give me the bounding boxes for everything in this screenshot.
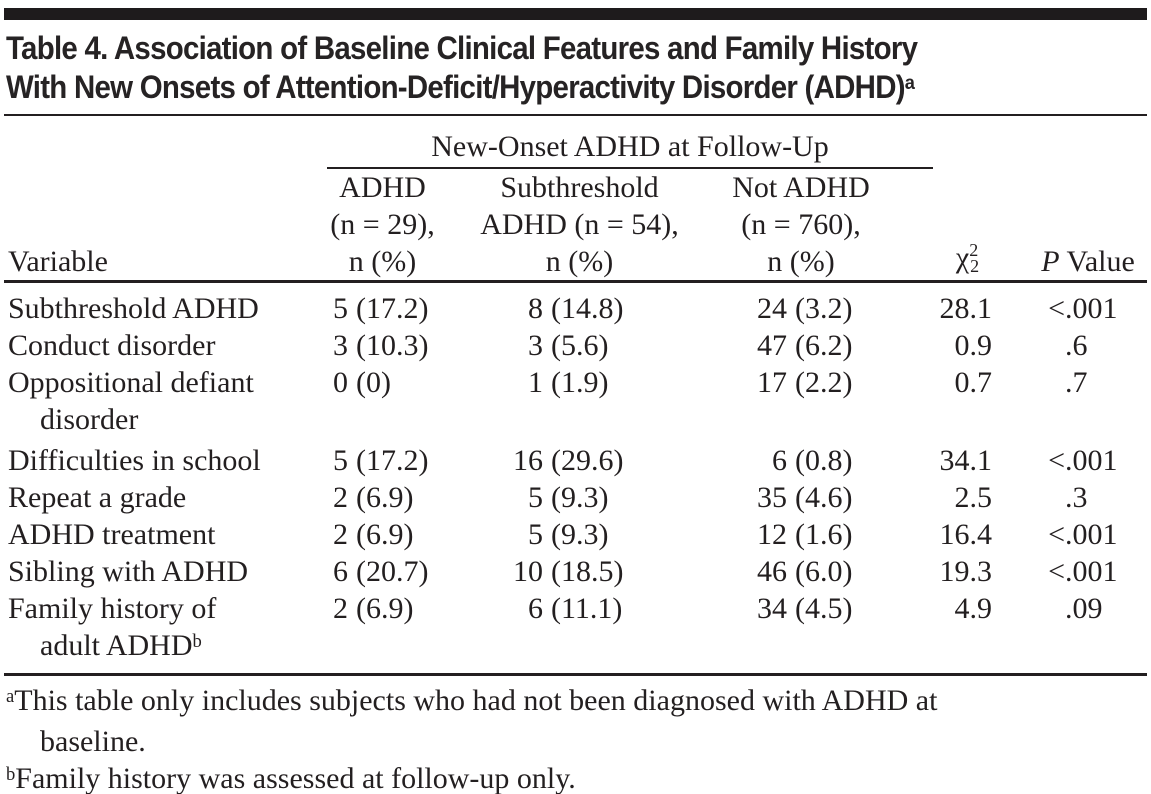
subthreshold-n-cell: 6 (11.1)	[528, 592, 623, 625]
adhd-column-header: ADHD (n = 29), n (%)	[330, 171, 435, 278]
p-value-cell: <.001	[1048, 518, 1118, 551]
table-title: Table 4. Association of Baseline Clinica…	[6, 29, 1059, 112]
spanner-row: New-Onset ADHD at Follow-Up	[0, 116, 1151, 169]
title-footnote-marker: a	[904, 72, 915, 95]
chi-square-header: χ22	[955, 240, 980, 277]
table-row: Family history of adult ADHDb 2 (6.9) 6 (1…	[0, 590, 1151, 668]
chi-square-cell: 19.3	[939, 555, 993, 588]
not-adhd-column-header: Not ADHD (n = 760), n (%)	[732, 171, 870, 278]
title-rule	[4, 114, 1147, 116]
chi-square-cell: 28.1	[939, 292, 993, 325]
not-adhd-n-cell: 6 (0.8)	[772, 444, 853, 477]
variable-cell: Conduct disorder	[8, 329, 216, 362]
table-title-line1: Table 4. Association of Baseline Clinica…	[6, 30, 918, 66]
adhd-n-cell: 3 (10.3)	[333, 329, 429, 362]
variable-cell: Subthreshold ADHD	[8, 292, 259, 325]
table-row: Oppositional defiant disorder 0 (0) 1 (1.9…	[0, 364, 1151, 442]
p-value-cell: .09	[1065, 592, 1103, 625]
variable-cell: Oppositional defiant disorder	[8, 366, 254, 436]
table-body: Subthreshold ADHD 5 (17.2) 8 (14.8) 24 (3.2…	[0, 283, 1151, 673]
table-row: ADHD treatment 2 (6.9) 5 (9.3) 12 (1.6) 16.…	[0, 516, 1151, 553]
subthreshold-n-cell: 16 (29.6)	[513, 444, 624, 477]
spanner-label: New-Onset ADHD at Follow-Up	[327, 116, 933, 169]
footnote-b-marker: b	[192, 630, 202, 652]
table-row: Repeat a grade 2 (6.9) 5 (9.3) 35 (4.6) 2.5…	[0, 479, 1151, 516]
adhd-n-cell: 5 (17.2)	[333, 292, 429, 325]
not-adhd-n-cell: 17 (2.2)	[757, 366, 853, 399]
top-rule-bar	[4, 8, 1147, 20]
not-adhd-n-cell: 34 (4.5)	[757, 592, 853, 625]
table-row: Subthreshold ADHD 5 (17.2) 8 (14.8) 24 (3.2…	[0, 290, 1151, 327]
table-row: Difficulties in school 5 (17.2) 16 (29.6) …	[0, 442, 1151, 479]
p-value-cell: <.001	[1048, 292, 1118, 325]
chi-square-cell: 4.9	[954, 592, 993, 625]
table-row: Sibling with ADHD 6 (20.7) 10 (18.5) 46 (6.…	[0, 553, 1151, 590]
subthreshold-n-cell: 8 (14.8)	[528, 292, 624, 325]
column-headers: Variable ADHD (n = 29), n (%) Subthresho…	[0, 169, 1151, 280]
p-value-header: P Value	[1041, 245, 1135, 278]
table-bottom-rule	[4, 673, 1147, 676]
footnote-b-line1: bFamily history was assessed at follow-u…	[6, 762, 576, 794]
chi-square-cell: 2.5	[954, 481, 993, 514]
not-adhd-n-cell: 12 (1.6)	[757, 518, 853, 551]
variable-header: Variable	[8, 245, 108, 278]
not-adhd-n-cell: 35 (4.6)	[757, 481, 853, 514]
adhd-n-cell: 0 (0)	[333, 366, 391, 399]
table-title-line2: With New Onsets of Attention-Deficit/Hyp…	[6, 69, 915, 105]
table-row: Conduct disorder 3 (10.3) 3 (5.6) 47 (6.2) …	[0, 327, 1151, 364]
adhd-n-cell: 5 (17.2)	[333, 444, 429, 477]
p-value-cell: .7	[1065, 366, 1088, 399]
subthreshold-n-cell: 5 (9.3)	[528, 481, 609, 514]
not-adhd-n-cell: 24 (3.2)	[757, 292, 853, 325]
p-value-cell: <.001	[1048, 555, 1118, 588]
subthreshold-n-cell: 5 (9.3)	[528, 518, 609, 551]
variable-cell: ADHD treatment	[8, 518, 216, 551]
variable-cell: Repeat a grade	[8, 481, 187, 514]
p-value-cell: <.001	[1048, 444, 1118, 477]
p-value-cell: .6	[1065, 329, 1088, 362]
footnote-a-line1: aThis table only includes subjects who h…	[6, 684, 938, 717]
subthreshold-n-cell: 1 (1.9)	[528, 366, 609, 399]
p-value-cell: .3	[1065, 481, 1088, 514]
chi-square-cell: 0.7	[954, 366, 993, 399]
chi-square-cell: 0.9	[954, 329, 993, 362]
adhd-n-cell: 2 (6.9)	[333, 592, 414, 625]
adhd-n-cell: 2 (6.9)	[333, 518, 414, 551]
header-rule	[4, 280, 1147, 283]
adhd-n-cell: 6 (20.7)	[333, 555, 429, 588]
subthreshold-n-cell: 3 (5.6)	[528, 329, 609, 362]
variable-cell: Difficulties in school	[8, 444, 261, 477]
footnotes: aThis table only includes subjects who h…	[0, 676, 1151, 794]
subthreshold-column-header: Subthreshold ADHD (n = 54), n (%)	[480, 171, 679, 278]
chi-square-cell: 16.4	[939, 518, 993, 551]
adhd-n-cell: 2 (6.9)	[333, 481, 414, 514]
footnote-a-line2: baseline.	[40, 725, 146, 758]
not-adhd-n-cell: 47 (6.2)	[757, 329, 853, 362]
variable-cell: Sibling with ADHD	[8, 555, 249, 588]
variable-cell: Family history of adult ADHDb	[8, 592, 217, 662]
chi-square-cell: 34.1	[939, 444, 993, 477]
footnote-a-marker: a	[6, 685, 15, 707]
subthreshold-n-cell: 10 (18.5)	[513, 555, 624, 588]
footnote-b-marker: b	[6, 763, 16, 785]
not-adhd-n-cell: 46 (6.0)	[757, 555, 853, 588]
